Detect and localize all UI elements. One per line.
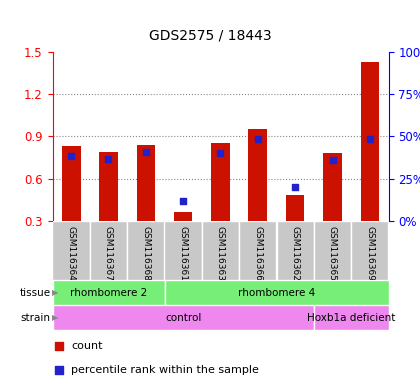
Text: GSM116365: GSM116365 — [328, 225, 337, 281]
Text: GSM116369: GSM116369 — [365, 225, 374, 281]
Text: ▶: ▶ — [52, 313, 58, 322]
Point — [105, 156, 112, 162]
Point — [255, 136, 261, 142]
Bar — [136, 145, 155, 221]
Text: GSM116364: GSM116364 — [67, 225, 76, 280]
Bar — [62, 146, 81, 221]
Text: strain: strain — [21, 313, 50, 323]
Point — [56, 366, 63, 372]
Point — [180, 198, 186, 204]
Text: count: count — [71, 341, 102, 351]
Text: GSM116367: GSM116367 — [104, 225, 113, 281]
Text: GSM116361: GSM116361 — [178, 225, 188, 281]
Text: GSM116366: GSM116366 — [253, 225, 262, 281]
Bar — [211, 143, 230, 221]
Text: Hoxb1a deficient: Hoxb1a deficient — [307, 313, 395, 323]
Bar — [52, 280, 165, 305]
Bar — [351, 221, 389, 280]
Point — [292, 184, 299, 190]
Bar — [127, 221, 165, 280]
Bar — [276, 221, 314, 280]
Bar — [314, 221, 351, 280]
Bar — [323, 153, 342, 221]
Bar — [99, 152, 118, 221]
Point — [142, 149, 149, 155]
Bar — [202, 221, 239, 280]
Bar — [165, 280, 388, 305]
Text: rhombomere 2: rhombomere 2 — [70, 288, 147, 298]
Bar — [360, 62, 379, 221]
Text: GDS2575 / 18443: GDS2575 / 18443 — [149, 28, 271, 42]
Bar — [52, 221, 90, 280]
Bar — [286, 195, 304, 221]
Bar — [249, 129, 267, 221]
Text: GSM116363: GSM116363 — [216, 225, 225, 281]
Bar — [90, 221, 127, 280]
Point — [68, 153, 74, 159]
Bar — [52, 305, 314, 330]
Point — [217, 150, 224, 156]
Bar — [165, 221, 202, 280]
Text: GSM116368: GSM116368 — [142, 225, 150, 281]
Text: ▶: ▶ — [52, 288, 58, 297]
Point — [329, 157, 336, 163]
Point — [56, 343, 63, 349]
Bar — [239, 221, 276, 280]
Bar — [174, 212, 192, 221]
Text: GSM116362: GSM116362 — [291, 225, 299, 280]
Text: rhombomere 4: rhombomere 4 — [238, 288, 315, 298]
Text: tissue: tissue — [19, 288, 50, 298]
Bar — [314, 305, 388, 330]
Text: control: control — [165, 313, 201, 323]
Text: percentile rank within the sample: percentile rank within the sample — [71, 364, 259, 375]
Point — [367, 136, 373, 142]
